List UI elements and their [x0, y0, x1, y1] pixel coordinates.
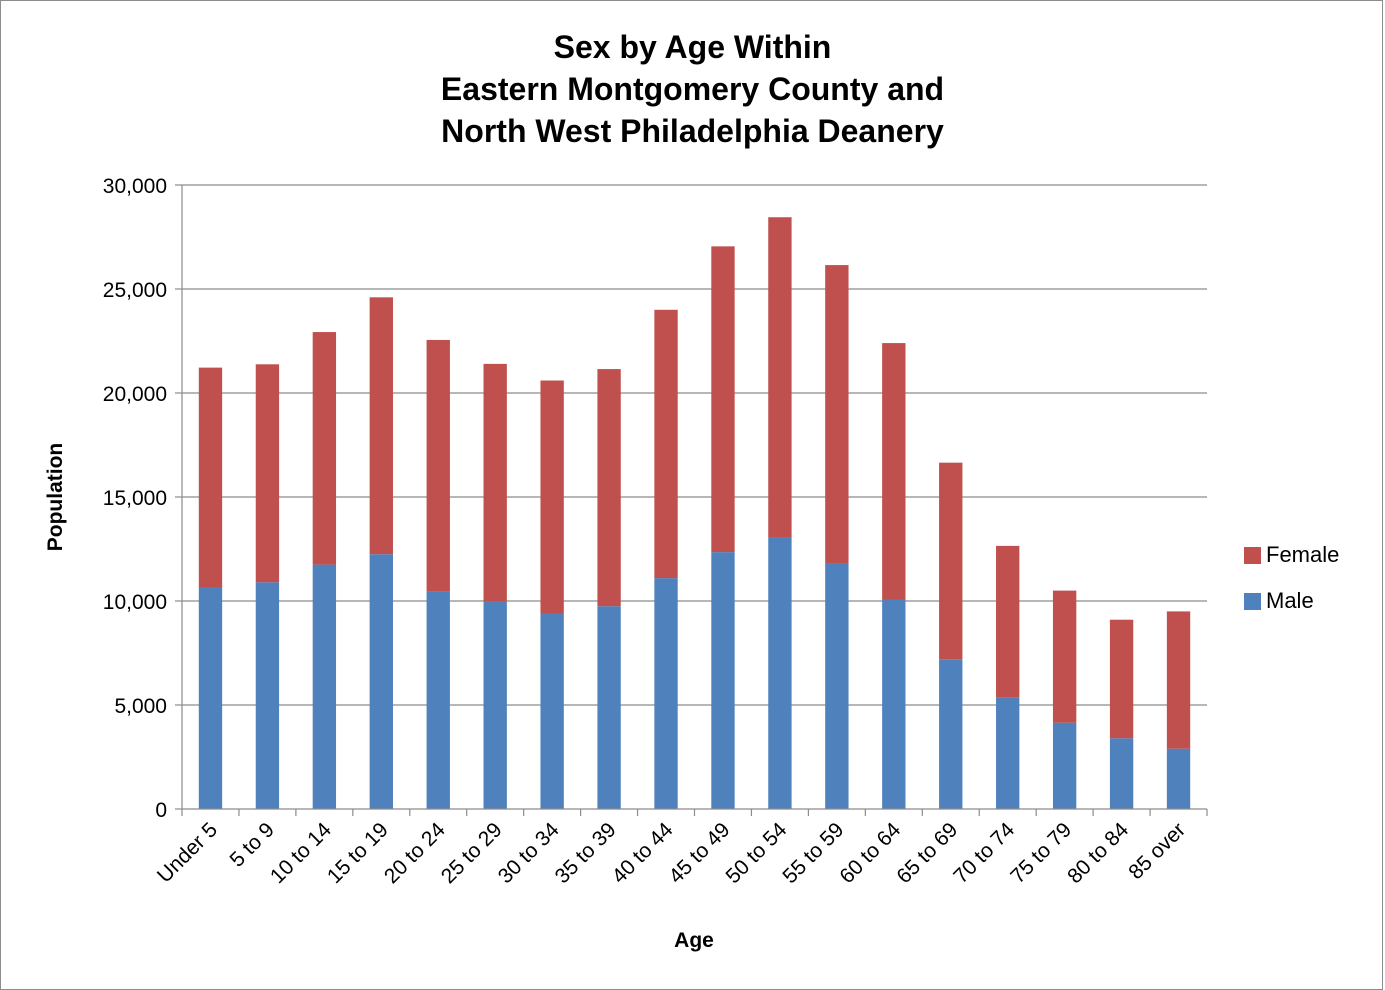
- y-tick-label: 15,000: [103, 487, 167, 510]
- y-tick-label: 0: [155, 799, 167, 822]
- x-tick-label: 70 to 74: [949, 818, 1019, 888]
- legend-swatch-male: [1244, 592, 1261, 610]
- bar-female: [369, 297, 393, 555]
- bar-male: [198, 587, 223, 809]
- bar-female: [198, 367, 223, 588]
- bar-male: [939, 659, 963, 809]
- chart-title-line-3: North West Philadelphia Deanery: [441, 113, 944, 149]
- x-tick-label: 30 to 34: [494, 818, 564, 888]
- x-tick-label: 40 to 44: [608, 818, 678, 888]
- bar-male: [540, 613, 564, 809]
- bar-female: [711, 246, 735, 553]
- x-tick-label: 5 to 9: [226, 818, 279, 871]
- x-tick-label: 10 to 14: [266, 818, 336, 888]
- bar-female: [939, 462, 963, 660]
- legend-item-female: Female: [1244, 532, 1339, 578]
- bar-male: [768, 537, 792, 809]
- x-tick-label: 65 to 69: [892, 818, 962, 888]
- bar-female: [768, 217, 792, 538]
- x-axis-title: Age: [674, 929, 714, 952]
- x-tick-label: 45 to 49: [665, 818, 735, 888]
- x-tick-label: 20 to 24: [380, 818, 450, 888]
- y-tick-label: 20,000: [103, 383, 167, 406]
- y-tick-label: 30,000: [103, 175, 167, 198]
- bar-female: [597, 369, 621, 607]
- bar-male: [255, 582, 280, 809]
- x-tick-label: 15 to 19: [323, 818, 393, 888]
- bar-male: [483, 601, 507, 809]
- legend: Female Male: [1244, 532, 1339, 624]
- bar-female: [483, 363, 507, 601]
- bar-male: [369, 554, 393, 809]
- gridlines: [182, 184, 1207, 706]
- x-tick-label: 50 to 54: [722, 818, 792, 888]
- bar-male: [1109, 738, 1134, 809]
- bar-male: [654, 578, 678, 809]
- y-tick-label: 10,000: [103, 591, 167, 614]
- chart-title-line-2: Eastern Montgomery County and: [440, 71, 945, 107]
- x-tick-label: Under 5: [153, 818, 222, 887]
- x-tick-label: 35 to 39: [551, 818, 621, 888]
- legend-label-male: Male: [1266, 588, 1314, 613]
- chart-title-line-1: Sex by Age Within: [553, 29, 832, 65]
- bar-female: [312, 332, 337, 565]
- legend-label-female: Female: [1266, 542, 1340, 567]
- axes: [175, 184, 1208, 816]
- y-tick-label: 25,000: [103, 279, 167, 302]
- bar-female: [825, 265, 849, 564]
- bar-male: [1052, 722, 1077, 809]
- bar-male: [1166, 748, 1191, 809]
- y-tick-labels: 0 5,000 10,000 15,000 20,000 25,000 30,000: [103, 175, 167, 822]
- x-tick-label: 60 to 64: [835, 818, 905, 888]
- bar-female: [255, 364, 280, 583]
- legend-item-male: Male: [1244, 578, 1339, 624]
- bars: [198, 217, 1191, 809]
- bar-male: [996, 697, 1020, 809]
- x-tick-label: 85 over: [1124, 818, 1190, 884]
- bar-male: [711, 552, 735, 809]
- bar-male: [312, 564, 337, 809]
- bar-female: [1109, 619, 1134, 739]
- x-tick-label: 80 to 84: [1063, 818, 1133, 888]
- legend-swatch-female: [1244, 546, 1261, 564]
- bar-male: [597, 606, 621, 809]
- bar-male: [426, 591, 450, 809]
- x-tick-label: 25 to 29: [437, 818, 507, 888]
- bar-female: [654, 309, 678, 579]
- chart-title: Sex by Age Within Eastern Montgomery Cou…: [0, 26, 1385, 152]
- y-axis-title: Population: [44, 443, 67, 552]
- y-tick-label: 5,000: [114, 695, 167, 718]
- bar-female: [1166, 611, 1191, 749]
- x-tick-label: 55 to 59: [778, 818, 848, 888]
- x-tick-label: 75 to 79: [1006, 818, 1076, 888]
- bar-female: [996, 545, 1020, 698]
- bar-male: [882, 599, 906, 809]
- bar-female: [1052, 590, 1077, 723]
- bar-male: [825, 563, 849, 809]
- bar-female: [540, 380, 564, 614]
- bar-female: [426, 339, 450, 592]
- bar-female: [882, 343, 906, 600]
